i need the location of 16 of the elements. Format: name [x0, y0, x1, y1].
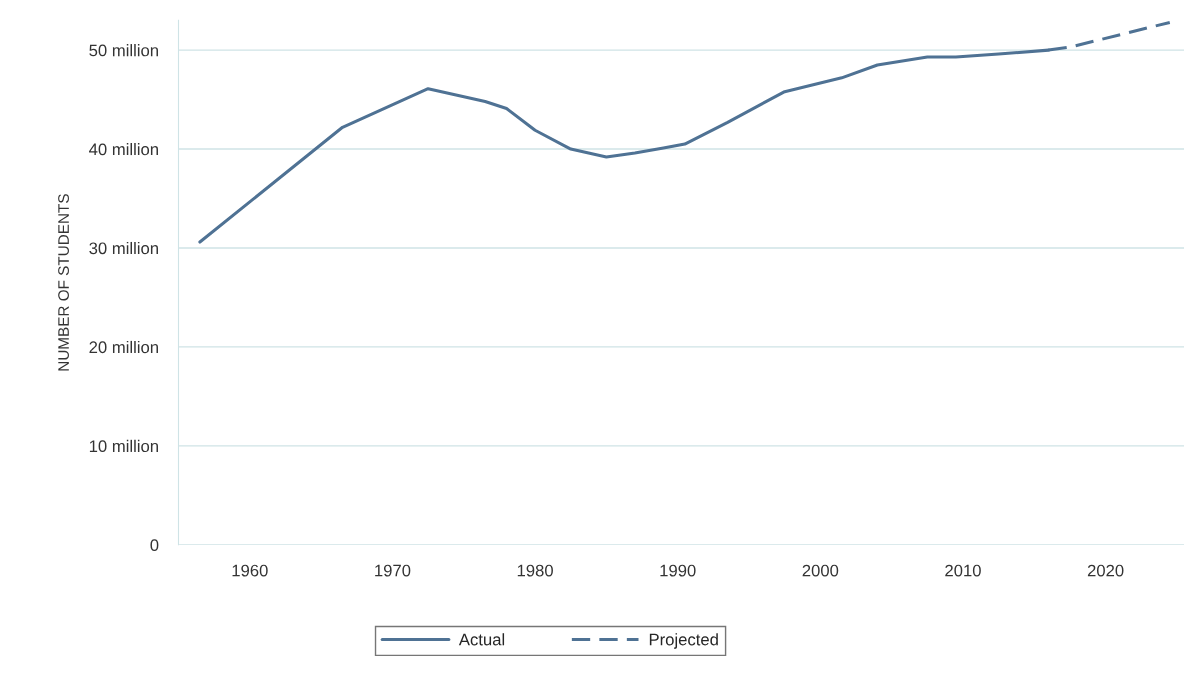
y-tick-label: 0 — [150, 539, 159, 551]
y-tick-label: 30 million — [89, 241, 158, 255]
x-tick-label: 1970 — [375, 564, 411, 577]
y-tick-label: 50 million — [89, 44, 158, 57]
x-tick-label: 2020 — [1087, 564, 1124, 577]
y-tick-label: 10 million — [89, 439, 158, 453]
x-tick-label: 2010 — [945, 564, 981, 577]
y-tick-label: 40 million — [89, 143, 158, 156]
y-axis-title: NUMBER OF STUDENTS — [58, 194, 69, 371]
x-tick-label: 2000 — [802, 564, 839, 577]
y-tick-label: 20 million — [89, 340, 158, 354]
x-tick-label: 1960 — [232, 564, 268, 577]
x-tick-label: 1990 — [660, 564, 696, 577]
legend-label: Projected — [649, 633, 718, 649]
legend-label: Actual — [458, 633, 505, 646]
x-tick-label: 1980 — [517, 564, 553, 577]
